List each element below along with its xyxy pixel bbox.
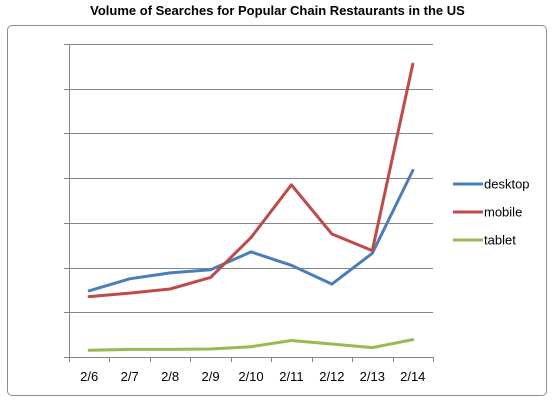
chart-title: Volume of Searches for Popular Chain Res…: [90, 3, 465, 18]
x-tick-label: 2/8: [161, 369, 179, 384]
legend-label-mobile: mobile: [484, 205, 522, 220]
x-tick-label: 2/12: [319, 369, 344, 384]
x-tick-label: 2/7: [121, 369, 139, 384]
legend-label-tablet: tablet: [484, 233, 516, 248]
x-tick-label: 2/6: [80, 369, 98, 384]
x-tick-label: 2/11: [279, 369, 303, 384]
legend-label-desktop: desktop: [484, 177, 530, 192]
x-tick-label: 2/9: [202, 369, 220, 384]
x-tick-label: 2/13: [360, 369, 385, 384]
series-line-tablet: [87, 338, 415, 352]
series-line-desktop: [87, 169, 415, 293]
x-tick-label: 2/14: [400, 369, 425, 384]
series-line-mobile: [87, 62, 415, 299]
x-tick-label: 2/10: [238, 369, 263, 384]
